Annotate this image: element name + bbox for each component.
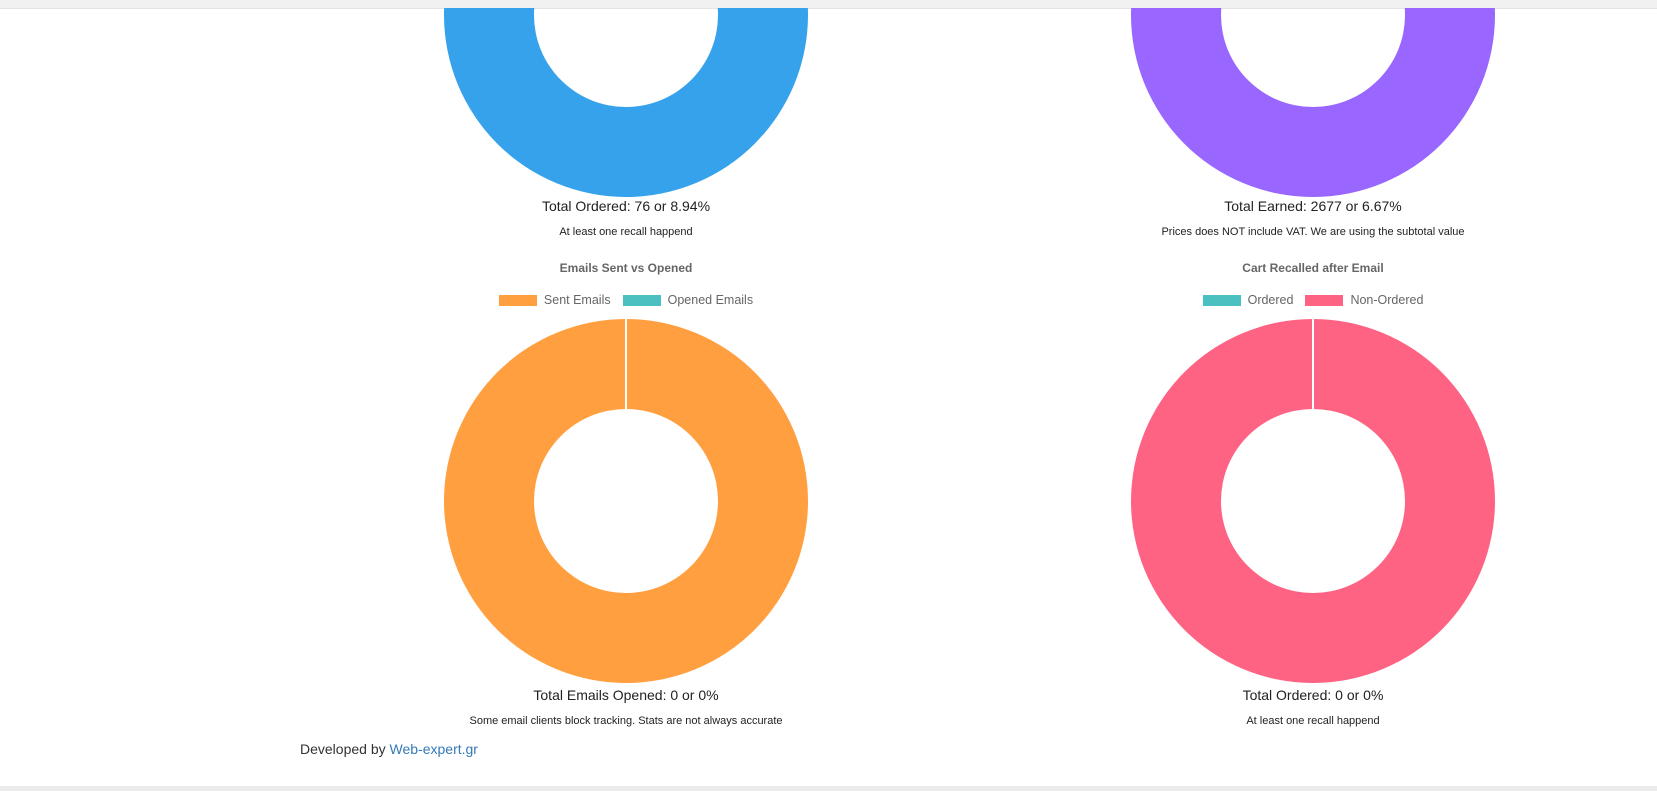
- cart-chart-title: Cart Recalled after Email: [1242, 261, 1384, 275]
- footer-credit: Developed by Web-expert.gr: [300, 741, 478, 757]
- legend-swatch: [1202, 294, 1241, 306]
- ordered-note: At least one recall happend: [559, 226, 693, 238]
- legend-label: Non-Ordered: [1350, 293, 1424, 307]
- legend-swatch: [622, 294, 661, 306]
- cart-donut-chart: [1131, 319, 1495, 683]
- legend-item-opened-emails[interactable]: Opened Emails: [622, 293, 754, 307]
- legend-swatch: [1305, 294, 1344, 306]
- emails-donut-chart: [444, 319, 808, 683]
- bottom-scroll-edge: [0, 786, 1657, 791]
- emails-chart-legend: Sent Emails Opened Emails: [326, 293, 926, 307]
- donut-slice-non-ordered[interactable]: [1131, 319, 1495, 683]
- earned-note: Prices does NOT include VAT. We are usin…: [1161, 226, 1465, 238]
- emails-note: Some email clients block tracking. Stats…: [469, 715, 783, 727]
- legend-item-non-ordered[interactable]: Non-Ordered: [1305, 293, 1423, 307]
- legend-label: Sent Emails: [543, 293, 611, 307]
- earned-total-text: Total Earned: 2677 or 6.67%: [1224, 198, 1402, 214]
- legend-swatch: [498, 294, 537, 306]
- legend-label: Ordered: [1247, 293, 1294, 307]
- cart-total-text: Total Ordered: 0 or 0%: [1242, 687, 1384, 703]
- emails-chart-title: Emails Sent vs Opened: [559, 261, 693, 275]
- top-scroll-edge: [0, 0, 1657, 9]
- earned-donut-segment: [1131, 8, 1495, 197]
- cart-note: At least one recall happend: [1246, 715, 1380, 727]
- legend-item-ordered[interactable]: Ordered: [1202, 293, 1294, 307]
- footer-link[interactable]: Web-expert.gr: [389, 741, 478, 757]
- legend-label: Opened Emails: [667, 293, 754, 307]
- ordered-donut-segment: [444, 8, 808, 197]
- ordered-total-text: Total Ordered: 76 or 8.94%: [541, 198, 711, 214]
- emails-total-text: Total Emails Opened: 0 or 0%: [533, 687, 719, 703]
- legend-item-sent-emails[interactable]: Sent Emails: [498, 293, 611, 307]
- cart-chart-legend: Ordered Non-Ordered: [1013, 293, 1613, 307]
- ordered-donut-chart: [444, 8, 808, 197]
- earned-donut-chart: [1131, 8, 1495, 197]
- donut-slice-sent-emails[interactable]: [444, 319, 808, 683]
- footer-prefix: Developed by: [300, 741, 386, 757]
